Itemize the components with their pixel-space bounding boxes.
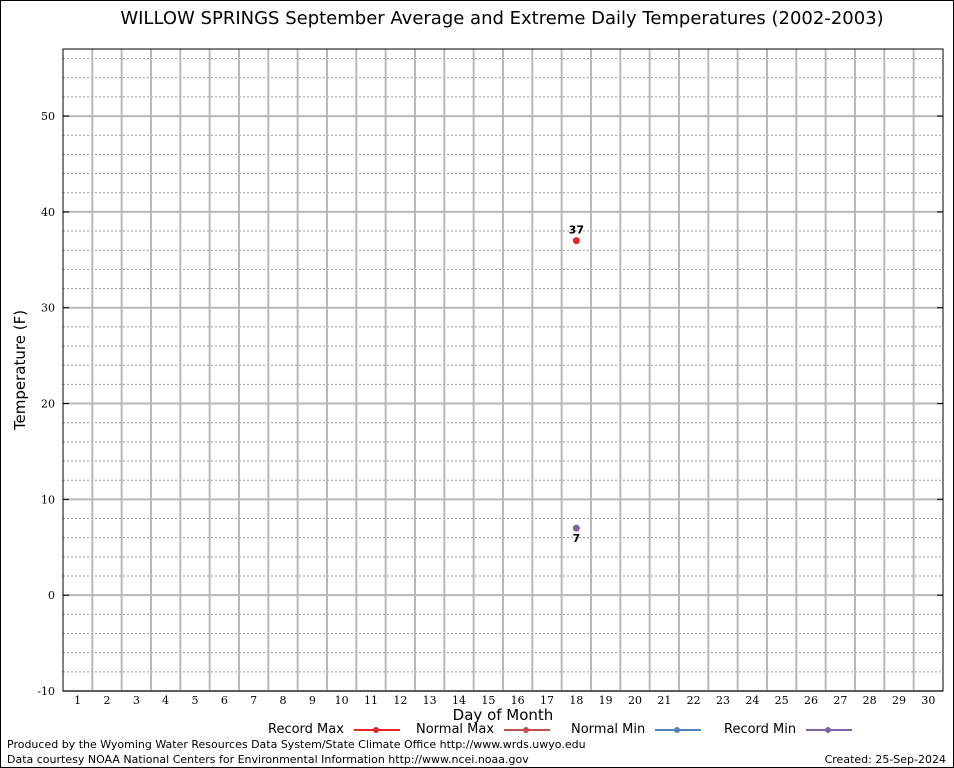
- x-tick-label: 18: [569, 694, 583, 707]
- data-label: 7: [573, 532, 581, 545]
- y-tick-label: 50: [41, 110, 55, 123]
- x-tick-label: 14: [452, 694, 466, 707]
- x-tick-label: 27: [833, 694, 847, 707]
- grid: [63, 49, 943, 692]
- x-tick-label: 11: [364, 694, 378, 707]
- x-tick-label: 29: [892, 694, 906, 707]
- x-tick-label: 13: [423, 694, 437, 707]
- x-tick-label: 4: [162, 694, 169, 707]
- footer-produced-by: Produced by the Wyoming Water Resources …: [7, 738, 586, 751]
- x-tick-label: 5: [192, 694, 199, 707]
- plot-border: [62, 48, 944, 692]
- x-tick-label: 19: [599, 694, 613, 707]
- x-tick-label: 28: [863, 694, 877, 707]
- y-tick-label: -10: [37, 685, 55, 698]
- y-tick-label: 0: [48, 589, 55, 602]
- x-tick-label: 8: [280, 694, 287, 707]
- x-tick-label: 24: [745, 694, 759, 707]
- x-tick-label: 9: [309, 694, 316, 707]
- legend-swatch-icon: [504, 725, 551, 735]
- data-label: 37: [569, 224, 584, 237]
- y-tick-label: 10: [41, 493, 55, 506]
- legend-swatch-icon: [354, 725, 401, 735]
- chart-title: WILLOW SPRINGS September Average and Ext…: [120, 8, 884, 29]
- legend-record-max: Record Max: [268, 722, 401, 737]
- x-tick-label: 2: [104, 694, 111, 707]
- x-tick-label: 26: [804, 694, 818, 707]
- legend-normal-min: Normal Min: [571, 722, 702, 737]
- x-tick-label: 25: [775, 694, 789, 707]
- footer-created: Created: 25-Sep-2024: [824, 753, 946, 766]
- legend-record-min: Record Min: [724, 722, 853, 737]
- data-points: 37 7: [569, 224, 584, 545]
- legend-label: Record Max: [268, 722, 344, 737]
- y-tick-label: 20: [41, 398, 55, 411]
- legend-swatch-icon: [655, 725, 702, 735]
- legend-label: Normal Max: [416, 722, 495, 737]
- footer-data-courtesy: Data courtesy NOAA National Centers for …: [7, 753, 529, 766]
- y-tick-label: 30: [41, 302, 55, 315]
- x-tick-label: 20: [628, 694, 642, 707]
- y-tick-label: 40: [41, 206, 55, 219]
- x-axis-label: Day of Month: [452, 706, 554, 724]
- legend-normal-max: Normal Max: [416, 722, 551, 737]
- legend-swatch-icon: [806, 725, 853, 735]
- x-tick-label: 23: [716, 694, 730, 707]
- x-tick-label: 6: [221, 694, 228, 707]
- x-tick-label: 22: [687, 694, 701, 707]
- x-tick-label: 16: [511, 694, 525, 707]
- data-point: [572, 237, 580, 245]
- legend-label: Normal Min: [571, 722, 646, 737]
- x-tick-label: 12: [393, 694, 407, 707]
- x-tick-label: 7: [250, 694, 257, 707]
- x-tick-label: 15: [481, 694, 495, 707]
- x-tick-label: 21: [657, 694, 671, 707]
- x-tick-label: 17: [540, 694, 554, 707]
- x-tick-label: 3: [133, 694, 140, 707]
- x-tick-label: 1: [74, 694, 81, 707]
- x-tick-label: 10: [335, 694, 349, 707]
- legend-label: Record Min: [724, 722, 797, 737]
- data-point: [572, 524, 580, 532]
- x-tick-label: 30: [921, 694, 935, 707]
